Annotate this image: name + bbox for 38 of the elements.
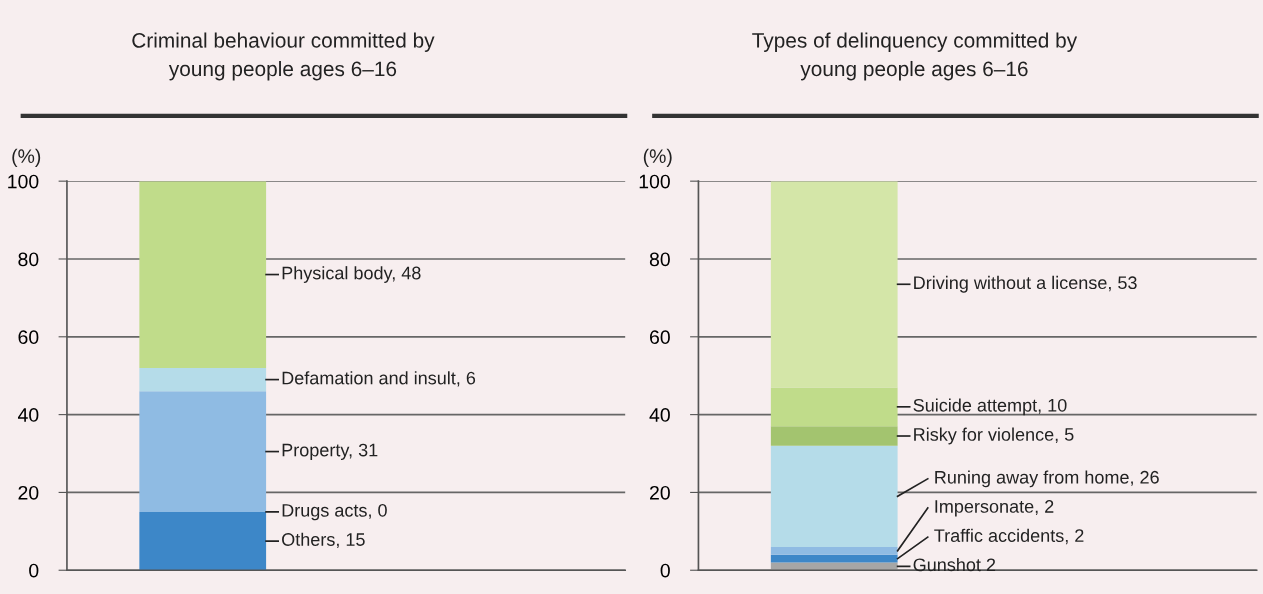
bar	[139, 511, 267, 571]
data-label: Traffic accidents, 2	[934, 528, 1084, 545]
y-tick-label: 60	[18, 330, 39, 345]
data-label: Others, 15	[282, 532, 365, 549]
bar	[139, 391, 267, 512]
y-tick-label: 40	[17, 408, 39, 422]
bar	[770, 445, 898, 547]
y-tick-label: 20	[650, 485, 670, 500]
bar	[770, 181, 898, 388]
chart-title: Criminal behaviour committed by young people ages 6–16	[132, 32, 435, 81]
y-tick-label: 100	[8, 174, 39, 189]
chart-title: Types of delinquency committed by young people ages 6–16	[752, 32, 1078, 81]
bar	[770, 426, 898, 446]
data-label: Property, 31	[282, 443, 378, 460]
y-axis-title: (%)	[643, 148, 672, 167]
data-label: Risky for violence, 5	[914, 427, 1074, 445]
bar	[139, 181, 267, 368]
data-label: Driving without a license, 53	[914, 275, 1137, 293]
bar	[770, 546, 898, 555]
bar	[139, 367, 267, 392]
data-label: Impersonate, 2	[935, 500, 1054, 517]
data-label: Defamation and insult, 6	[282, 371, 476, 387]
data-label: Physical body, 48	[282, 266, 421, 283]
y-tick-label: 100	[639, 174, 670, 189]
data-label: Runing away from home, 26	[935, 470, 1159, 488]
bar	[770, 554, 898, 563]
y-tick-label: 80	[649, 252, 670, 267]
y-axis-title: (%)	[12, 148, 41, 167]
y-tick-label: 80	[18, 252, 39, 267]
y-tick-label: 40	[649, 408, 670, 422]
y-tick-label: 60	[650, 330, 670, 345]
y-tick-label: 20	[18, 485, 39, 500]
y-tick-label: 0	[29, 563, 39, 578]
data-label: Gunshot 2	[913, 557, 996, 572]
y-tick-label: 0	[660, 563, 670, 578]
data-label: Suicide attempt, 10	[913, 398, 1067, 416]
bar	[770, 387, 898, 427]
data-label: Drugs acts, 0	[282, 503, 387, 521]
